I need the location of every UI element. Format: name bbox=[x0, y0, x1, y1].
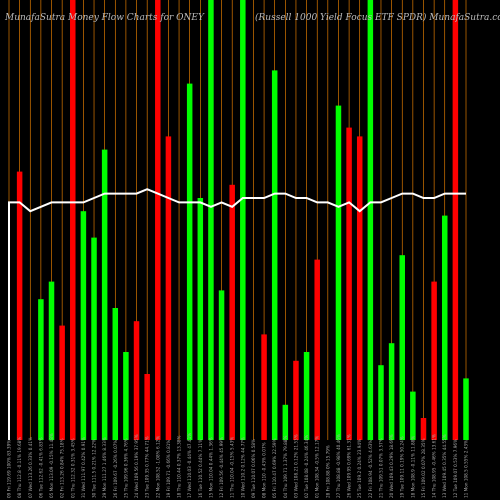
bar bbox=[240, 0, 246, 440]
bar bbox=[70, 0, 76, 440]
x-tick-label: 18 Thu 110.44 0.37% 13.38% bbox=[177, 436, 182, 498]
x-tick-label: 22 Mon 108.52 -1.08% 6.12% bbox=[155, 436, 160, 498]
x-tick-label: 31 Wed 111.97 0.42% 0.91% bbox=[81, 437, 86, 498]
bar bbox=[463, 378, 469, 440]
x-tick-label: 11 Thu 110.04 -0.15% 5.43% bbox=[230, 437, 235, 498]
x-tick-label: 06 Tue 112.62 -0.41% 6.83% bbox=[38, 437, 43, 498]
bar bbox=[452, 0, 459, 440]
x-tick-label: 14 Thu 108.95 -0.46% 13.61% bbox=[432, 434, 437, 498]
bar bbox=[271, 70, 278, 441]
bar bbox=[186, 83, 193, 440]
bar bbox=[399, 255, 405, 440]
bar bbox=[91, 237, 97, 440]
money-flow-line bbox=[8, 188, 466, 440]
x-tick-label: 04 Thu 109.71 1.37% 79.88% bbox=[283, 436, 288, 498]
x-tick-label: 26 Fri 109.67 -0.26% 0.07% bbox=[113, 440, 118, 498]
bar bbox=[112, 308, 119, 440]
bar bbox=[293, 360, 299, 440]
x-tick-label: 08 Thu 112.8 -0.11% 19.68% bbox=[17, 437, 22, 498]
bar bbox=[48, 281, 55, 440]
x-tick-label: 08 Mon 110 -0.43% 0.07% bbox=[262, 442, 267, 498]
x-tick-label: 01 Mon 108.34 -0.5% 12.17% bbox=[315, 436, 320, 498]
bar bbox=[314, 259, 320, 440]
x-tick-label: 25 Tue 109.2 0.24% 23.94% bbox=[357, 439, 362, 498]
bar bbox=[303, 352, 310, 440]
x-tick-label: 24 Wed 109.56 0.19% 37.95% bbox=[134, 434, 139, 498]
bar bbox=[144, 374, 150, 440]
bar bbox=[101, 149, 108, 440]
bar bbox=[197, 198, 204, 440]
vertical-divider-lines bbox=[8, 0, 467, 440]
bar bbox=[80, 211, 87, 440]
x-tick-label: 01 Thu 112.32 0.31% 3.45% bbox=[70, 438, 75, 498]
bar-series bbox=[16, 0, 469, 441]
bar bbox=[208, 0, 214, 440]
bar bbox=[133, 321, 140, 440]
x-tick-label: 10 Wed 110.2 0.12% 44.77% bbox=[240, 437, 245, 498]
x-tick-label: 23 Tue 109.35 0.77% 44.71% bbox=[145, 436, 150, 498]
x-tick-label: 09 Tue 110.07 0.06% 0.58% bbox=[251, 439, 256, 498]
bar bbox=[59, 325, 65, 440]
bar bbox=[229, 184, 235, 440]
x-tick-label: 15 Fri 109.02 0.07% 28.35% bbox=[421, 438, 426, 498]
x-tick-label: 13 Wed 109.45 0.35% 44.55% bbox=[442, 434, 447, 498]
x-tick-label: 28 Fri 108.88 0% 15.79% bbox=[325, 445, 330, 498]
bar bbox=[346, 127, 352, 440]
x-tick-label: 03 Wed 108.21 0.12% 21.53% bbox=[293, 434, 298, 498]
chart-title-right: (Russell 1000 Yield Focus ETF SPDR) Muna… bbox=[255, 12, 500, 23]
x-tick-label: 05 Fri 110.47 0.69% 22.59% bbox=[272, 438, 277, 498]
bar bbox=[155, 0, 161, 440]
x-tick-label: 19 Fri 109.71 -0.66% 0.81% bbox=[166, 440, 171, 498]
bar bbox=[335, 105, 342, 440]
x-tick-label: 20 Wed 109.43 0.29% 18.69% bbox=[389, 434, 394, 498]
bar bbox=[431, 281, 437, 440]
x-tick-label: 02 Fri 113.26 0.84% 75.18% bbox=[60, 438, 65, 498]
bar bbox=[367, 0, 374, 440]
x-tick-label: 29 Mon 111.27 1.46% 8.33% bbox=[102, 437, 107, 498]
x-tick-label: 17 Wed 110.03 -0.44% 47.41% bbox=[187, 433, 192, 498]
x-tick-label: 22 Fri 108.94 -0.52% 4.63% bbox=[368, 440, 373, 498]
bar bbox=[356, 136, 363, 440]
bar bbox=[218, 290, 225, 440]
bar bbox=[388, 343, 395, 440]
x-tick-label: 27 Thu 108.88 -0.98% 40.46% bbox=[336, 434, 341, 498]
x-tick-label: 05 Mon 113.09 -0.15% 11.48% bbox=[49, 433, 54, 498]
x-tick-label: 19 Tue 109.11 0.19% 50.24% bbox=[400, 436, 405, 498]
bar bbox=[441, 215, 448, 440]
x-tick-label: 21 Thu 109.51 0.07% 3.57% bbox=[378, 438, 383, 498]
bar bbox=[123, 352, 129, 440]
x-tick-label: 07 Wed 113.26 0.33% 0.41% bbox=[28, 437, 33, 498]
bar bbox=[410, 391, 416, 440]
bar bbox=[378, 365, 384, 440]
x-tick-label: 25 Thu 109.96 0.36% 4.76% bbox=[123, 438, 128, 498]
x-tick-label: 15 Mon 110.04 0.44% 1.36% bbox=[208, 437, 213, 498]
x-tick-label: 12 Tue 109.07 0.53% 7.96% bbox=[453, 439, 458, 498]
bar bbox=[261, 334, 267, 440]
bar bbox=[420, 418, 427, 440]
x-tick-label: 12 Fri 109.56 -0.44% 45.99% bbox=[219, 437, 224, 498]
bar bbox=[282, 404, 289, 440]
bar bbox=[165, 136, 172, 440]
x-tick-label: 02 Tue 108.08 -0.24% 46.34% bbox=[304, 435, 309, 498]
x-tick-label: 30 Tue 111.5 0.21% 12.22% bbox=[92, 439, 97, 498]
x-tick-label: 26 Wed 109.95 0.69% 61.31% bbox=[347, 434, 352, 498]
x-tick-label: 09 Fri 119.69 100% 83.39% bbox=[7, 440, 12, 498]
chart-title-left: MunafaSutra Money Flow Charts for ONEY bbox=[4, 13, 205, 23]
bar bbox=[38, 299, 44, 440]
bar bbox=[16, 171, 23, 440]
x-tick-labels: 09 Fri 119.69 100% 83.39% 08 Thu 112.8 -0… bbox=[7, 433, 469, 498]
x-tick-label: 16 Tue 110.52 0.44% 7.11% bbox=[198, 439, 203, 498]
x-tick-label: 18 Mon 108.9 -0.11% 11.88% bbox=[410, 436, 415, 498]
x-tick-label: 11 Mon 108.5 0.55% 2.43% bbox=[464, 440, 469, 498]
